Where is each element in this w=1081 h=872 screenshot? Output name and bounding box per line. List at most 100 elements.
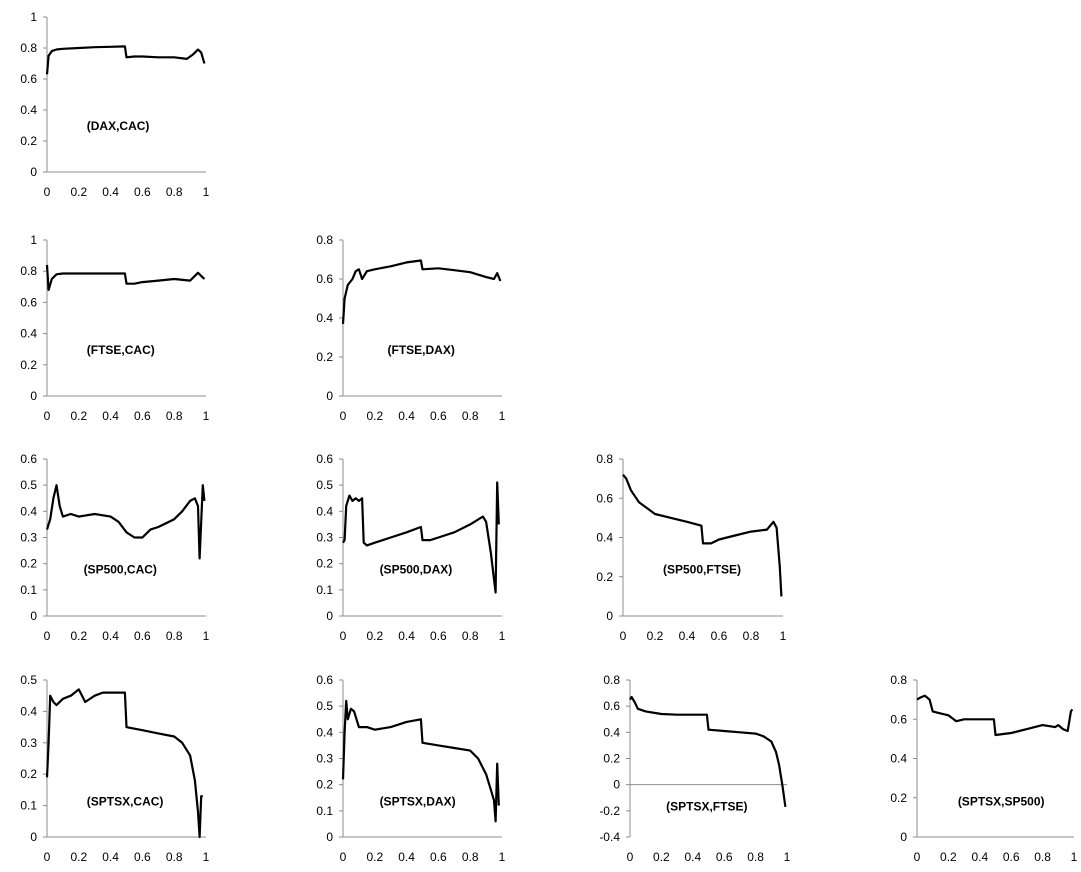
x-tick-label: 0.6 — [134, 185, 151, 199]
panel-title: (SP500,FTSE) — [663, 563, 741, 577]
x-tick-label: 0.6 — [430, 409, 447, 423]
x-tick-label: 1 — [203, 629, 210, 643]
y-tick-label: 0.2 — [596, 570, 613, 584]
x-tick-label: 0.6 — [430, 629, 447, 643]
y-tick-label: 0 — [30, 165, 37, 179]
panel-title: (FTSE,DAX) — [388, 343, 455, 357]
y-tick-label: 0.4 — [603, 725, 620, 739]
x-tick-label: 0.4 — [102, 409, 119, 423]
y-tick-label: 0.6 — [603, 699, 620, 713]
y-tick-label: 0.3 — [316, 752, 333, 766]
y-tick-label: 0.8 — [603, 673, 620, 687]
y-tick-label: 0.1 — [316, 804, 333, 818]
chart-panel: 0 0.2 0.4 0.6 0.8 0 0.2 0.4 0.6 0.8 1 (SPTSX,SP500) — [890, 673, 1077, 864]
y-tick-label: 0.2 — [316, 778, 333, 792]
y-tick-label: 0 — [326, 609, 333, 623]
x-tick-label: 1 — [203, 185, 210, 199]
panel-title: (SP500,DAX) — [380, 563, 453, 577]
x-tick-label: 1 — [1071, 850, 1078, 864]
y-tick-label: 0.4 — [20, 103, 37, 117]
x-tick-label: 0.2 — [70, 629, 87, 643]
y-tick-label: 0 — [30, 389, 37, 403]
y-tick-label: 1 — [30, 233, 37, 247]
y-tick-label: 0.6 — [596, 491, 613, 505]
x-tick-label: 0.2 — [366, 409, 383, 423]
y-tick-label: 0 — [606, 609, 613, 623]
x-tick-label: 0.6 — [716, 850, 733, 864]
x-tick-label: 0.4 — [684, 850, 701, 864]
x-tick-label: 0.8 — [462, 409, 479, 423]
y-tick-label: -0.2 — [599, 804, 620, 818]
y-tick-label: 0.1 — [20, 799, 37, 813]
x-tick-label: 0.8 — [166, 850, 183, 864]
x-tick-label: 0.2 — [940, 850, 957, 864]
y-tick-label: 0.4 — [316, 311, 333, 325]
y-tick-label: 0.6 — [890, 712, 907, 726]
y-tick-label: 0.4 — [20, 504, 37, 518]
panel-title: (SPTSX,FTSE) — [666, 799, 747, 813]
y-tick-label: 0.4 — [20, 704, 37, 718]
y-tick-label: 0.5 — [316, 699, 333, 713]
x-tick-label: 0.4 — [398, 409, 415, 423]
x-tick-label: 0.4 — [679, 629, 696, 643]
x-tick-label: 0.8 — [1034, 850, 1051, 864]
x-tick-label: 0.8 — [462, 850, 479, 864]
y-tick-label: 0.2 — [20, 557, 37, 571]
y-tick-label: 0.8 — [20, 264, 37, 278]
chart-panel: 0 0.2 0.4 0.6 0.8 0 0.2 0.4 0.6 0.8 1 (SP500,FTSE) — [596, 452, 786, 643]
y-tick-label: 0.8 — [890, 673, 907, 687]
y-tick-label: 0.2 — [603, 752, 620, 766]
y-tick-label: 0.8 — [316, 233, 333, 247]
series-line — [45, 264, 206, 291]
x-tick-label: 0.4 — [102, 850, 119, 864]
chart-panel: 0 0.1 0.2 0.3 0.4 0.5 0.6 0 0.2 0.4 0.6 0.8 1 (SP500,… — [316, 452, 505, 643]
y-tick-label: 0.8 — [596, 452, 613, 466]
y-tick-label: 0.3 — [20, 531, 37, 545]
y-tick-label: 0.1 — [316, 583, 333, 597]
x-tick-label: 0 — [340, 850, 347, 864]
y-tick-label: 0.4 — [316, 504, 333, 518]
y-tick-label: 0.6 — [20, 72, 37, 86]
x-tick-label: 0.4 — [398, 629, 415, 643]
x-tick-label: 0 — [44, 629, 51, 643]
x-tick-label: 0.6 — [1003, 850, 1020, 864]
x-tick-label: 0 — [914, 850, 921, 864]
x-tick-label: 0.2 — [70, 185, 87, 199]
y-tick-label: 0.4 — [20, 327, 37, 341]
chart-panel: 0 0.1 0.2 0.3 0.4 0.5 0.6 0 0.2 0.4 0.6 0.8 1 (SPTSX,… — [316, 673, 505, 864]
y-tick-label: 0.6 — [316, 272, 333, 286]
y-tick-label: 0 — [30, 830, 37, 844]
series-line — [341, 259, 502, 324]
series-line — [45, 45, 206, 75]
y-tick-label: 0 — [30, 609, 37, 623]
y-tick-label: 0.8 — [20, 41, 37, 55]
y-tick-label: -0.4 — [599, 830, 620, 844]
x-tick-label: 0 — [44, 850, 51, 864]
y-tick-label: 0.6 — [20, 295, 37, 309]
y-tick-label: 0.6 — [316, 452, 333, 466]
series-line — [629, 695, 787, 808]
panel-title: (DAX,CAC) — [87, 119, 150, 133]
x-tick-label: 0.2 — [366, 850, 383, 864]
y-tick-label: 0.6 — [316, 673, 333, 687]
x-tick-label: 0.2 — [70, 850, 87, 864]
y-tick-label: 0.6 — [20, 452, 37, 466]
series-line — [341, 699, 500, 823]
y-tick-label: 0.2 — [316, 557, 333, 571]
series-line — [622, 474, 783, 597]
x-tick-label: 0.6 — [430, 850, 447, 864]
series-line — [45, 484, 206, 560]
x-tick-label: 0 — [620, 629, 627, 643]
x-tick-label: 0.8 — [166, 629, 183, 643]
x-tick-label: 1 — [780, 629, 787, 643]
panel-title: (FTSE,CAC) — [87, 343, 155, 357]
series-line — [342, 481, 500, 594]
y-tick-label: 0.2 — [20, 767, 37, 781]
y-tick-label: 0.5 — [20, 478, 37, 492]
y-tick-label: 0.2 — [316, 350, 333, 364]
x-tick-label: 0.2 — [647, 629, 664, 643]
y-tick-label: 0.3 — [316, 531, 333, 545]
x-tick-label: 1 — [499, 629, 506, 643]
panel-title: (SPTSX,DAX) — [380, 795, 456, 809]
x-tick-label: 0.8 — [462, 629, 479, 643]
